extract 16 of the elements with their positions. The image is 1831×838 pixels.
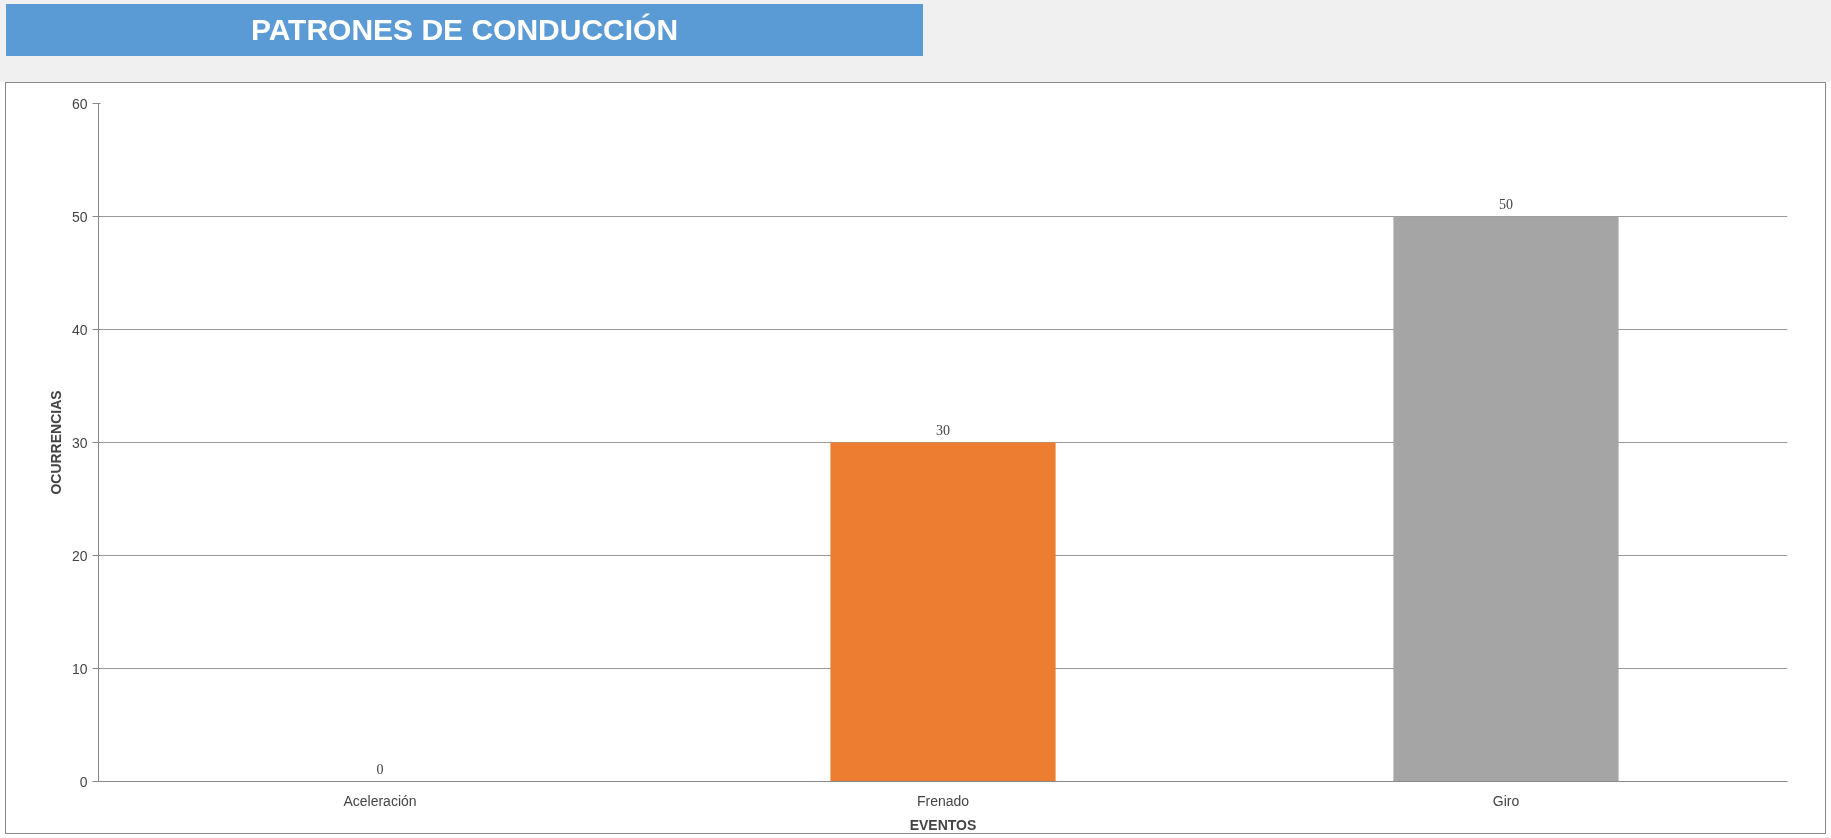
y-tick-label: 30: [71, 434, 88, 451]
y-tick-label: 20: [71, 547, 88, 564]
data-label: 50: [1499, 196, 1513, 212]
y-axis-title: OCURRENCIAS: [47, 390, 64, 495]
x-tick-label: Giro: [1492, 792, 1520, 809]
y-tick-label: 10: [71, 660, 88, 677]
data-label: 30: [936, 422, 950, 438]
x-axis-title: EVENTOS: [909, 816, 977, 833]
y-tick-label: 50: [71, 208, 88, 225]
data-label: 0: [376, 761, 384, 777]
x-tick-label: Frenado: [916, 792, 970, 809]
y-tick-label: 40: [71, 321, 88, 338]
y-tick-label: 60: [71, 95, 88, 112]
y-tick-label: 0: [79, 773, 88, 790]
chart-title: PATRONES DE CONDUCCIÓN: [6, 4, 923, 56]
x-tick-label: Aceleración: [343, 792, 417, 809]
